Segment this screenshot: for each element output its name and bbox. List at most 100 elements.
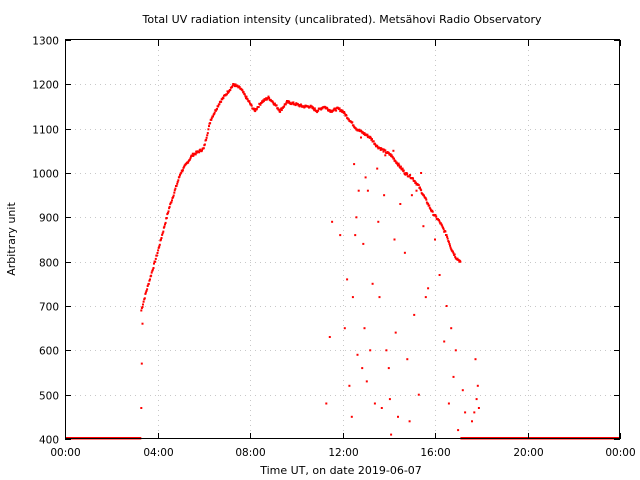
scatter-point [390, 433, 393, 436]
data-point [161, 232, 164, 235]
y-tick-label: 1300 [32, 36, 59, 48]
scatter-point [363, 327, 366, 330]
data-point [205, 138, 208, 141]
data-point [445, 234, 448, 237]
y-tick-label: 600 [39, 346, 59, 358]
data-point [387, 151, 390, 154]
data-point [360, 130, 363, 133]
scatter-point [410, 194, 413, 197]
data-point [379, 148, 382, 151]
data-point [178, 175, 181, 178]
scatter-point [380, 407, 383, 409]
scatter-point [364, 176, 367, 179]
data-point [419, 186, 421, 189]
data-point [192, 154, 195, 157]
data-point [439, 222, 442, 225]
data-point [372, 140, 375, 143]
data-point [453, 253, 456, 256]
data-point [168, 206, 171, 208]
data-point [431, 210, 434, 213]
scatter-point [383, 194, 386, 197]
data-point [177, 179, 180, 182]
data-point [434, 214, 437, 217]
data-point [217, 105, 220, 108]
data-point [161, 233, 164, 236]
data-point [173, 189, 176, 192]
x-axis-title: Time UT, on date 2019-06-07 [259, 464, 422, 477]
data-point [233, 83, 236, 86]
data-point [409, 174, 412, 176]
scatter-point [353, 163, 356, 166]
data-point [144, 292, 147, 295]
data-point [144, 291, 147, 294]
data-point [280, 107, 283, 110]
data-point [438, 220, 441, 223]
data-point [156, 252, 159, 254]
data-point [166, 213, 169, 216]
data-point [245, 97, 247, 100]
data-point [412, 177, 414, 180]
data-point [179, 173, 181, 176]
scatter-point [471, 420, 473, 423]
data-point [394, 160, 397, 163]
data-point [203, 143, 206, 146]
x-tick-label: 00:00 [50, 447, 80, 459]
data-point [147, 282, 150, 285]
scatter-point [371, 282, 374, 285]
scatter-point [415, 189, 418, 192]
data-point [170, 201, 173, 204]
data-point [187, 161, 190, 164]
data-point [447, 241, 450, 244]
scatter-point [394, 331, 397, 334]
data-point [160, 238, 162, 241]
scatter-point [361, 367, 364, 370]
data-point [341, 109, 344, 112]
data-point [320, 108, 323, 111]
data-point [279, 108, 282, 111]
scatter-point [424, 296, 427, 299]
data-point [393, 157, 395, 160]
scatter-point [325, 402, 328, 405]
data-point [195, 150, 198, 153]
scatter-point [346, 278, 349, 281]
data-point [174, 187, 177, 190]
data-point [379, 147, 382, 150]
data-point [368, 136, 371, 139]
data-point [279, 110, 282, 113]
data-point [294, 104, 297, 107]
data-point [210, 118, 213, 121]
data-point [363, 132, 366, 135]
data-point [382, 148, 384, 151]
data-point [150, 274, 153, 277]
data-point [269, 98, 272, 101]
data-point [373, 142, 376, 145]
data-point [399, 165, 402, 168]
data-point [317, 109, 320, 112]
data-point [276, 107, 279, 110]
scatter-point [328, 336, 331, 338]
data-point [334, 107, 336, 110]
data-point [283, 105, 286, 108]
data-point [428, 204, 431, 207]
scatter-point [331, 220, 334, 223]
x-tick-label: 00:00 [605, 447, 635, 459]
x-axis: 00:00 04:00 08:00 12:00 16:00 20:00 00:00 [50, 40, 636, 459]
scatter-point [406, 358, 409, 361]
grid [65, 40, 620, 439]
data-point [326, 107, 329, 110]
scatter-point [366, 189, 369, 192]
scatter-point [385, 349, 388, 352]
data-point [424, 197, 427, 200]
data-point [456, 257, 459, 260]
data-point [376, 144, 379, 147]
data-point [151, 269, 154, 272]
data-point [425, 198, 428, 201]
data-point [238, 86, 241, 88]
data-point [449, 244, 451, 247]
data-point [151, 268, 154, 271]
data-point [182, 166, 185, 169]
data-point [352, 124, 355, 127]
data-point [167, 210, 170, 213]
x-tick-label: 12:00 [328, 447, 358, 459]
data-point [380, 147, 383, 150]
